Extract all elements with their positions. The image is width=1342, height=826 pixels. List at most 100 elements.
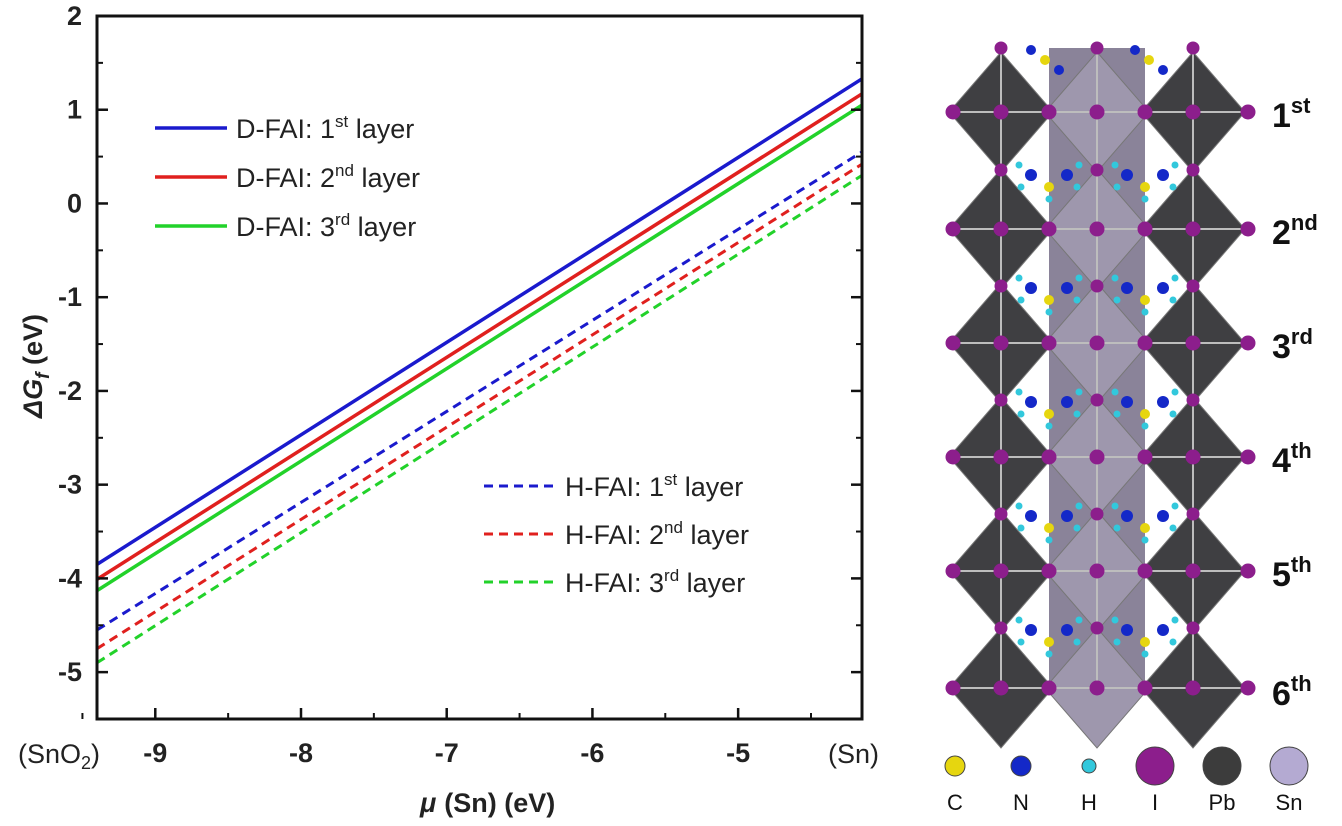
iodine-atom [1186, 105, 1200, 119]
atom-legend: C N H I Pb Sn [944, 746, 1309, 815]
nitrogen-atom [1025, 510, 1037, 522]
carbon-atom [1144, 55, 1154, 65]
iodine-atom [1137, 104, 1153, 120]
series-line-4 [96, 150, 863, 632]
hydrogen-atom [1075, 161, 1083, 169]
iodine-atom [1240, 449, 1256, 465]
layer-label: 1st [1272, 93, 1311, 135]
hydrogen-atom [1017, 524, 1025, 532]
iodine-atom [1240, 335, 1256, 351]
iodine-atom [1240, 221, 1256, 237]
iodine-atom [994, 681, 1008, 695]
hydrogen-atom [1113, 524, 1121, 532]
series-line-5 [96, 162, 863, 650]
carbon-atom [1140, 409, 1150, 419]
nitrogen-atom [1121, 396, 1133, 408]
hydrogen-atom [1169, 524, 1177, 532]
nitrogen-atom [1061, 624, 1073, 636]
series-line-6 [96, 174, 863, 665]
hydrogen-atom [1141, 650, 1149, 658]
iodine-atom [994, 393, 1008, 407]
hydrogen-atom [1171, 502, 1179, 510]
iodine-atom [1137, 449, 1153, 465]
iodine-atom [945, 563, 961, 579]
iodine-atom [1186, 393, 1200, 407]
nitrogen-atom [1121, 282, 1133, 294]
hydrogen-atom [1075, 616, 1083, 624]
legend-entry-label: H-FAI: 1st layer [565, 470, 743, 502]
hydrogen-atom [1073, 296, 1081, 304]
layer-labels: 1st 2nd 3rd 4th 5th 6th [1272, 93, 1318, 713]
iodine-atom [994, 621, 1008, 635]
iodine-atom [994, 450, 1008, 464]
nitrogen-atom [1061, 510, 1073, 522]
crystal-structure-illustration [945, 41, 1256, 749]
iodine-atom [945, 221, 961, 237]
hydrogen-atom [1073, 410, 1081, 418]
nitrogen-atom [1061, 169, 1073, 181]
iodine-atom [1240, 104, 1256, 120]
legend-entry-label: D-FAI: 2nd layer [236, 161, 420, 193]
nitrogen-atom [1025, 396, 1037, 408]
layer-label: 6th [1272, 671, 1312, 713]
hydrogen-atom [1113, 638, 1121, 646]
hydrogen-atom [1045, 195, 1053, 203]
layer-label: 4th [1272, 438, 1312, 480]
hydrogen-atom [1171, 274, 1179, 282]
carbon-atom [1044, 637, 1054, 647]
hydrogen-atom [1017, 296, 1025, 304]
hydrogen-atom [1111, 616, 1119, 624]
atom-legend-label: Sn [1276, 790, 1303, 815]
atom-legend-swatch [1269, 746, 1309, 786]
iodine-atom [994, 105, 1008, 119]
iodine-atom [1090, 163, 1104, 177]
hydrogen-atom [1113, 296, 1121, 304]
series-layer [96, 77, 863, 665]
y-axis-label: ΔGf (eV) [18, 314, 54, 419]
nitrogen-atom [1157, 396, 1169, 408]
hydrogen-atom [1045, 308, 1053, 316]
iodine-atom [1186, 621, 1200, 635]
iodine-atom [1186, 336, 1200, 350]
iodine-atom [994, 279, 1008, 293]
iodine-atom [1240, 680, 1256, 696]
x-tick-label: -5 [726, 738, 750, 768]
iodine-atom [994, 41, 1008, 55]
iodine-atom [1090, 621, 1104, 635]
hydrogen-atom [1015, 616, 1023, 624]
iodine-atom [1090, 336, 1104, 350]
iodine-atom [1090, 450, 1104, 464]
iodine-atom [1137, 563, 1153, 579]
x-tick-label: -7 [435, 738, 459, 768]
hydrogen-atom [1111, 388, 1119, 396]
nitrogen-atom [1061, 396, 1073, 408]
iodine-atom [994, 564, 1008, 578]
carbon-atom [1044, 182, 1054, 192]
hydrogen-atom [1169, 638, 1177, 646]
carbon-atom [1140, 637, 1150, 647]
atom-legend-label: H [1081, 790, 1097, 815]
nitrogen-atom [1025, 624, 1037, 636]
layer-label: 5th [1272, 552, 1312, 594]
hydrogen-atom [1171, 161, 1179, 169]
hydrogen-atom [1045, 536, 1053, 544]
hydrogen-atom [1045, 650, 1053, 658]
hydrogen-atom [1075, 274, 1083, 282]
hydrogen-atom [1015, 274, 1023, 282]
iodine-atom [1240, 563, 1256, 579]
hydrogen-atom [1169, 410, 1177, 418]
hydrogen-atom [1141, 422, 1149, 430]
series-line-2 [96, 92, 863, 581]
x-tick-label: -9 [143, 738, 167, 768]
hydrogen-atom [1141, 308, 1149, 316]
hydrogen-atom [1015, 161, 1023, 169]
iodine-atom [1186, 163, 1200, 177]
iodine-atom [1090, 222, 1104, 236]
hydrogen-atom [1073, 524, 1081, 532]
nitrogen-atom [1158, 65, 1168, 75]
iodine-atom [1090, 105, 1104, 119]
nitrogen-atom [1061, 282, 1073, 294]
x-tick-label: -6 [580, 738, 604, 768]
iodine-atom [1041, 449, 1057, 465]
ticks-layer: -9 -8 -7 -6 -5 2 1 0 -1 -2 -3 -4 -5 [58, 1, 862, 768]
